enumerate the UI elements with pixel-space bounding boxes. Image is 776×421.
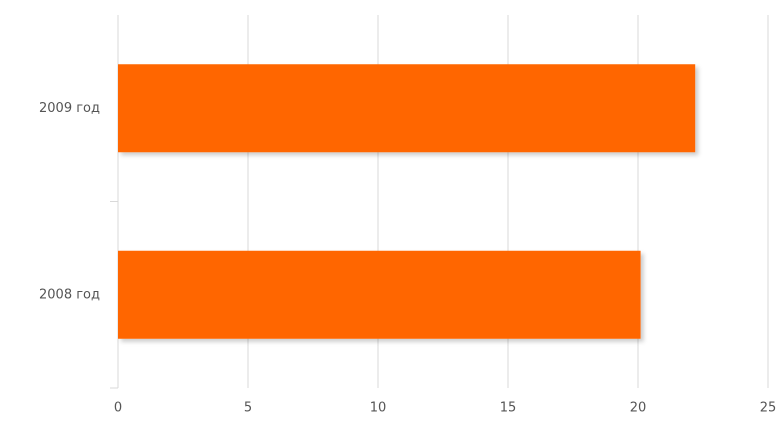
x-tick-label: 15: [500, 401, 517, 416]
bar: [118, 250, 641, 339]
y-tick-label: 2009 год: [39, 101, 100, 116]
x-tick-label: 20: [630, 401, 647, 416]
bar: [118, 64, 696, 153]
x-tick-label: 25: [760, 401, 776, 416]
y-tick-label: 2008 год: [39, 287, 100, 302]
x-tick-label: 0: [114, 401, 122, 416]
x-tick-label: 5: [244, 401, 252, 416]
x-tick-label: 10: [370, 401, 387, 416]
